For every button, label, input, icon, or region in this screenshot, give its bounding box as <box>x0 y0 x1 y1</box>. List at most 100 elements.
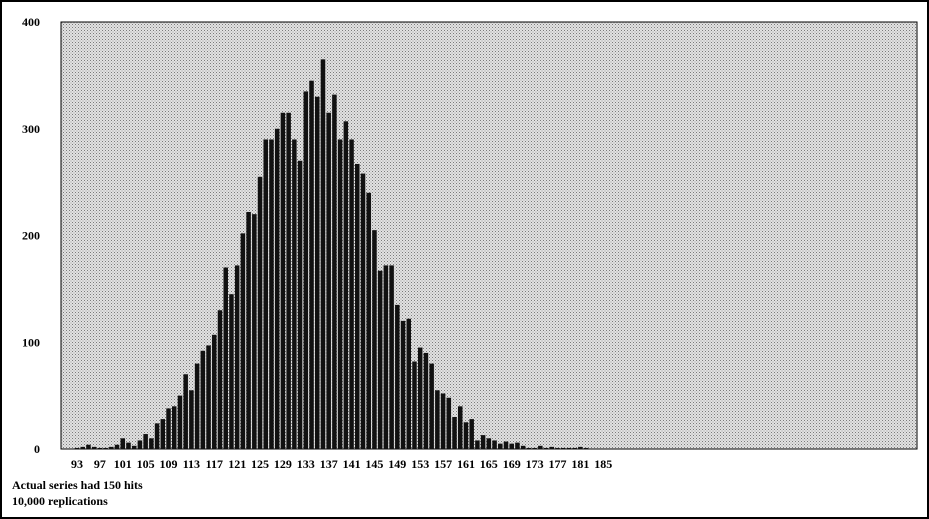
x-tick-label: 145 <box>365 457 383 471</box>
x-tick-label: 117 <box>206 457 223 471</box>
bar-175 <box>543 447 549 449</box>
x-tick-label: 133 <box>297 457 315 471</box>
bar-148 <box>389 265 394 449</box>
y-tick-label: 300 <box>22 122 40 136</box>
bar-170 <box>515 442 520 449</box>
bar-119 <box>223 267 228 449</box>
bar-93 <box>74 447 80 449</box>
bar-166 <box>492 440 497 449</box>
bar-123 <box>246 212 251 449</box>
bar-111 <box>177 395 183 450</box>
bar-121 <box>234 265 240 449</box>
bar-154 <box>423 352 429 449</box>
x-tick-label: 153 <box>411 457 429 471</box>
bar-157 <box>440 393 446 449</box>
bar-115 <box>200 350 206 449</box>
x-tick-label: 129 <box>274 457 292 471</box>
bar-112 <box>183 374 188 449</box>
bar-171 <box>520 445 526 449</box>
y-tick-label: 200 <box>22 229 40 243</box>
x-tick-label: 169 <box>503 457 521 471</box>
bar-106 <box>149 438 154 449</box>
y-tick-label: 0 <box>34 442 40 456</box>
bar-145 <box>372 230 377 449</box>
x-tick-label: 161 <box>457 457 475 471</box>
bar-178 <box>560 447 566 449</box>
bar-181 <box>578 446 583 449</box>
bar-147 <box>383 265 389 449</box>
bar-138 <box>332 94 337 449</box>
x-tick-label: 105 <box>137 457 155 471</box>
x-tick-label: 173 <box>526 457 544 471</box>
bar-151 <box>406 318 412 449</box>
bar-99 <box>109 446 114 449</box>
bar-108 <box>160 419 166 449</box>
x-tick-label: 97 <box>94 457 106 471</box>
bar-172 <box>526 447 532 449</box>
bar-133 <box>303 91 309 449</box>
bar-97 <box>97 447 103 449</box>
bar-144 <box>366 192 371 450</box>
x-tick-label: 177 <box>549 457 567 471</box>
bar-130 <box>286 112 291 450</box>
bar-124 <box>252 214 257 449</box>
y-tick-label: 100 <box>22 335 40 349</box>
plot-area <box>60 21 918 450</box>
bar-173 <box>532 447 537 449</box>
bar-155 <box>429 363 434 449</box>
bar-137 <box>326 112 331 450</box>
bar-110 <box>171 406 177 449</box>
x-tick-label: 121 <box>228 457 246 471</box>
bar-101 <box>120 438 126 449</box>
bar-122 <box>240 233 246 449</box>
bar-143 <box>360 173 366 449</box>
bar-174 <box>538 445 543 449</box>
bar-139 <box>337 139 343 449</box>
bar-146 <box>377 270 383 449</box>
bar-120 <box>229 294 234 449</box>
bar-114 <box>194 363 200 449</box>
x-tick-label: 137 <box>320 457 338 471</box>
bar-152 <box>412 361 417 449</box>
bar-135 <box>314 96 320 449</box>
bar-179 <box>566 447 572 449</box>
x-tick-label: 125 <box>251 457 269 471</box>
bar-129 <box>280 112 286 450</box>
bar-156 <box>435 390 440 449</box>
x-tick-label: 165 <box>480 457 498 471</box>
bars-group <box>74 59 589 450</box>
bar-176 <box>549 446 555 449</box>
bar-126 <box>263 139 269 449</box>
bar-141 <box>349 139 354 449</box>
bar-158 <box>446 397 452 449</box>
bar-163 <box>475 440 480 449</box>
bar-98 <box>103 447 108 449</box>
bar-149 <box>395 304 400 449</box>
bar-182 <box>583 447 589 449</box>
bar-167 <box>498 443 503 449</box>
bar-153 <box>417 347 423 449</box>
bar-100 <box>114 444 120 449</box>
bar-105 <box>143 434 148 449</box>
x-tick-label: 113 <box>183 457 200 471</box>
replications-note: 10,000 replications <box>12 494 108 508</box>
bar-169 <box>509 443 514 449</box>
y-axis: 0 100 200 300 400 <box>22 15 40 456</box>
bar-164 <box>480 435 486 449</box>
x-tick-label: 185 <box>594 457 612 471</box>
bar-142 <box>355 163 360 450</box>
x-tick-label: 141 <box>343 457 361 471</box>
bar-96 <box>91 446 97 449</box>
bar-113 <box>189 390 194 449</box>
bar-103 <box>131 445 137 449</box>
bar-160 <box>457 406 463 449</box>
x-tick-label: 149 <box>388 457 406 471</box>
bar-132 <box>297 160 303 449</box>
bar-109 <box>166 408 171 449</box>
x-tick-label: 93 <box>71 457 83 471</box>
x-tick-label: 109 <box>160 457 178 471</box>
x-axis: 93 97 101 105 109 113 117 121 125 129 133 137 141 145… <box>71 457 612 471</box>
x-tick-label: 101 <box>114 457 132 471</box>
bar-127 <box>269 139 274 449</box>
